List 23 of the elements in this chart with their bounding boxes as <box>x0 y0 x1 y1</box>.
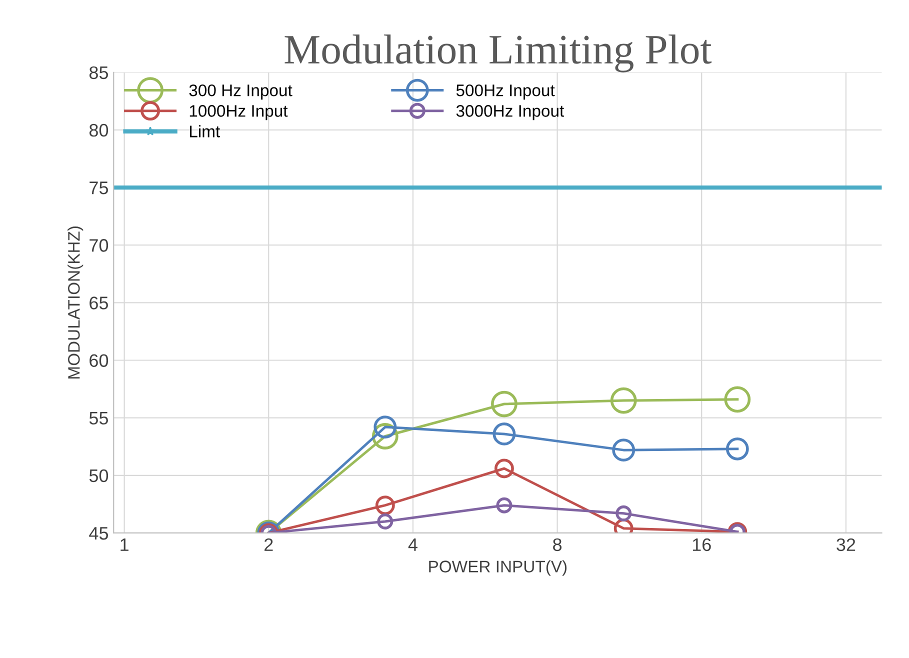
y-tick-label: 70 <box>90 239 108 252</box>
legend-label: 3000Hz Inpout <box>456 105 564 120</box>
y-tick-label: 85 <box>89 66 108 80</box>
x-tick-label: 32 <box>836 538 856 552</box>
y-tick-label: 60 <box>90 354 108 367</box>
legend-label: Limt <box>190 125 220 138</box>
y-tick-label: 75 <box>90 182 108 194</box>
y-tick-label: 55 <box>89 412 108 425</box>
legend-label: 300 Hz Inpout <box>189 84 292 100</box>
chart-title: Modulation Limiting Plot <box>284 34 712 72</box>
y-tick-label: 50 <box>89 469 108 482</box>
x-tick-label: 1 <box>120 538 128 551</box>
x-tick-label: 4 <box>408 538 418 551</box>
y-tick-label: 45 <box>89 527 108 540</box>
y-axis-title: MODULATION(KHZ) <box>68 226 84 378</box>
x-tick-label: 16 <box>692 538 711 552</box>
y-tick-label: 65 <box>90 296 108 310</box>
x-tick-label: 8 <box>553 538 562 552</box>
x-tick-label: 2 <box>264 538 273 551</box>
legend-label: 500Hz Inpout <box>456 84 555 100</box>
x-axis-title: POWER INPUT(V) <box>429 560 567 576</box>
legend-label: 1000Hz Input <box>190 105 288 120</box>
y-tick-label: 80 <box>89 124 108 137</box>
